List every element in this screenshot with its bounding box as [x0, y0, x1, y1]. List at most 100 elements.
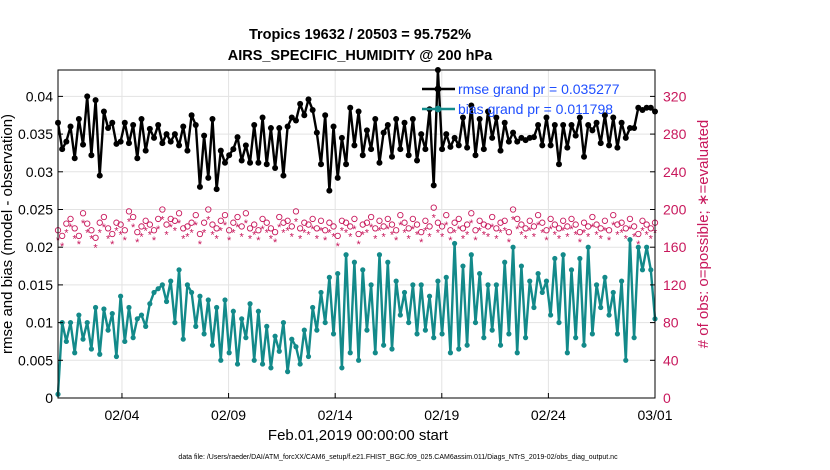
- bias-point: [489, 327, 495, 333]
- bias-point: [205, 297, 211, 303]
- rmse-point: [476, 116, 483, 123]
- bias-point: [230, 308, 236, 314]
- rmse-point: [205, 174, 212, 181]
- possible-point: [142, 217, 149, 224]
- evaluated-point: *: [640, 226, 645, 238]
- rmse-point: [618, 119, 625, 126]
- rmse-point: [297, 100, 304, 107]
- evaluated-point: *: [544, 235, 549, 247]
- rmse-point: [355, 108, 362, 115]
- bias-point: [118, 293, 124, 299]
- rmse-point: [439, 146, 446, 153]
- evaluated-point: *: [619, 228, 624, 240]
- rmse-point: [459, 114, 466, 121]
- y-tick-label-right: 160: [663, 239, 687, 255]
- rmse-point: [414, 157, 421, 164]
- possible-point: [184, 223, 191, 230]
- rmse-point: [159, 140, 166, 147]
- evaluated-point: *: [398, 220, 403, 232]
- evaluated-point: *: [407, 233, 412, 245]
- evaluated-point: *: [336, 241, 341, 253]
- bias-point: [76, 312, 82, 318]
- bias-point: [472, 319, 479, 326]
- evaluated-point: *: [93, 243, 98, 255]
- rmse-point: [163, 131, 170, 138]
- possible-point: [100, 213, 108, 221]
- evaluated-point: *: [473, 235, 478, 247]
- possible-point: [188, 219, 195, 226]
- bias-point: [581, 342, 587, 348]
- evaluated-point: *: [160, 214, 165, 226]
- evaluated-point: *: [77, 239, 82, 251]
- rmse-point: [117, 138, 124, 145]
- evaluated-point: *: [294, 216, 299, 228]
- possible-point: [134, 228, 141, 236]
- evaluated-point: *: [603, 226, 608, 238]
- rmse-point: [167, 138, 174, 145]
- possible-point: [564, 223, 571, 230]
- evaluated-point: *: [381, 231, 386, 243]
- bias-point: [264, 323, 270, 329]
- possible-point: [501, 217, 508, 224]
- evaluated-point: *: [511, 214, 516, 226]
- bias-point: [477, 270, 483, 277]
- evaluated-point: *: [582, 228, 587, 240]
- bias-point: [648, 267, 654, 273]
- possible-point: [276, 213, 283, 221]
- rmse-point: [84, 93, 91, 100]
- evaluated-point: *: [269, 233, 274, 245]
- rmse-point: [443, 131, 450, 138]
- bias-point: [376, 252, 383, 258]
- possible-point: [330, 223, 337, 230]
- possible-point: [217, 217, 224, 224]
- evaluated-point: *: [319, 226, 324, 238]
- bias-point: [456, 346, 462, 352]
- possible-point: [555, 225, 563, 232]
- bias-point: [293, 344, 299, 350]
- bias-point: [568, 267, 575, 273]
- evaluated-point: *: [173, 226, 178, 238]
- rmse-point: [176, 142, 183, 149]
- bias-point: [385, 259, 391, 265]
- possible-point: [380, 223, 387, 230]
- rmse-point: [647, 104, 654, 111]
- x-tick-label: 03/01: [637, 407, 672, 423]
- rmse-point: [109, 119, 116, 126]
- possible-point: [509, 206, 517, 213]
- rmse-point: [393, 116, 400, 123]
- y-tick-label-right: 200: [663, 201, 687, 217]
- evaluated-point: *: [298, 233, 303, 245]
- bias-point: [589, 331, 595, 337]
- y-tick-label-left: 0.015: [18, 277, 53, 293]
- evaluated-point: *: [210, 230, 215, 242]
- evaluated-point: *: [231, 228, 236, 240]
- rmse-point: [530, 134, 537, 141]
- bias-point: [614, 331, 621, 337]
- possible-point: [635, 230, 642, 238]
- bias-point: [109, 310, 115, 317]
- bias-point: [222, 297, 228, 303]
- possible-point: [572, 221, 579, 228]
- bias-point: [527, 278, 533, 284]
- plot-frame: [57, 69, 656, 399]
- rmse-point: [551, 122, 558, 129]
- bias-point: [80, 336, 86, 342]
- evaluated-point: *: [340, 226, 345, 238]
- bias-point: [314, 327, 320, 333]
- rmse-point: [589, 127, 596, 134]
- bias-point: [460, 263, 466, 269]
- evaluated-point: *: [110, 239, 115, 251]
- bias-point: [393, 278, 399, 284]
- evaluated-point: *: [102, 222, 107, 234]
- evaluated-point: *: [519, 230, 524, 242]
- possible-point: [159, 206, 166, 213]
- evaluated-point: *: [540, 228, 545, 240]
- rmse-point: [372, 116, 379, 123]
- chart-title-line1: Tropics 19632 / 20503 = 95.752%: [249, 27, 471, 43]
- rmse-point: [384, 122, 391, 129]
- chart-title-line2: AIRS_SPECIFIC_HUMIDITY @ 200 hPa: [228, 48, 493, 64]
- possible-point: [547, 215, 554, 223]
- evaluated-point: *: [152, 235, 157, 247]
- bias-point: [163, 298, 170, 305]
- possible-point: [196, 230, 204, 238]
